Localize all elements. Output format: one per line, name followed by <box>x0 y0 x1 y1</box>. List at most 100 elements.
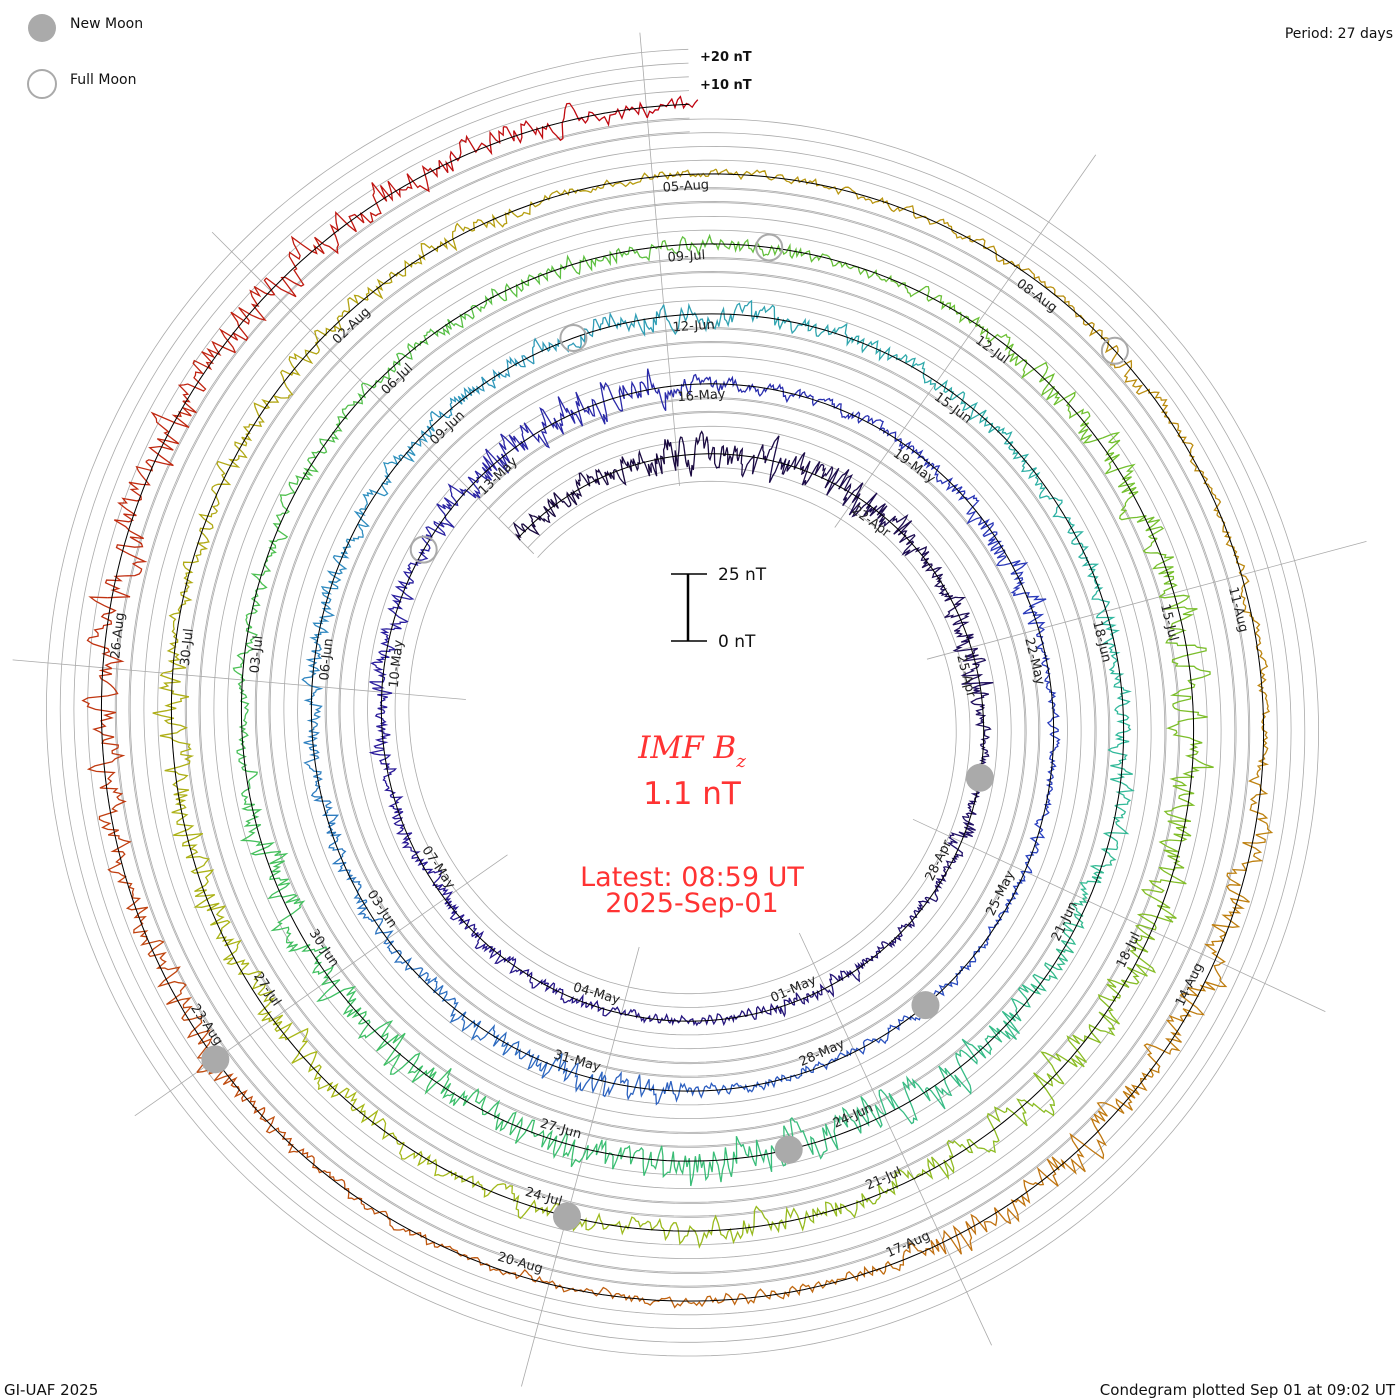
data-segment <box>1033 791 1052 833</box>
date-label: 31-May <box>552 1047 603 1075</box>
grid-ring <box>59 62 1306 1343</box>
data-segment <box>383 439 422 472</box>
date-label: 28-Apr <box>923 837 956 883</box>
data-segment <box>1110 756 1135 807</box>
new-moon-marker <box>552 1202 581 1231</box>
data-segment <box>925 461 963 493</box>
data-segment <box>467 448 498 499</box>
data-segment <box>419 403 453 443</box>
data-segment <box>1024 831 1046 874</box>
date-label: 27-Jun <box>538 1116 583 1142</box>
data-segment <box>362 352 413 389</box>
data-segment <box>249 840 290 887</box>
data-segment <box>707 443 739 469</box>
data-segment <box>942 836 964 871</box>
date-label: 16-May <box>677 387 726 405</box>
data-segment <box>1053 391 1103 444</box>
data-segment <box>785 388 828 407</box>
data-segment <box>586 468 621 486</box>
data-segment <box>418 967 452 1002</box>
grid-spoke <box>521 946 640 1387</box>
data-segment <box>1005 870 1026 910</box>
grid-spoke <box>798 932 992 1346</box>
data-segment <box>1136 876 1187 931</box>
data-segment <box>748 382 787 400</box>
data-segment <box>444 894 471 930</box>
data-segment <box>686 1136 738 1187</box>
date-label: 14-Aug <box>1173 961 1207 1009</box>
date-label: 30-Jul <box>178 628 197 667</box>
data-segment <box>1044 668 1057 711</box>
data-segment <box>301 640 323 687</box>
data-segment <box>878 513 913 543</box>
data-segment <box>361 1203 422 1238</box>
full-moon-marker <box>755 233 784 262</box>
data-segment <box>326 817 347 865</box>
data-segment <box>374 692 393 730</box>
date-label: 08-Aug <box>1013 276 1059 315</box>
data-segment <box>625 1216 686 1246</box>
data-segment <box>471 207 531 232</box>
data-segment <box>1109 348 1161 399</box>
data-segment <box>369 653 393 694</box>
data-segment <box>218 285 275 353</box>
data-segment <box>876 274 930 299</box>
data-segment <box>926 294 980 327</box>
data-segment <box>652 168 717 181</box>
data-segment <box>368 728 392 767</box>
data-segment <box>709 375 750 395</box>
data-segment <box>883 1238 947 1275</box>
data-segment <box>620 1008 658 1024</box>
data-segment <box>104 530 148 599</box>
data-segment <box>1247 768 1274 836</box>
data-segment <box>841 186 904 213</box>
data-segment <box>878 1075 931 1125</box>
data-segment <box>171 794 204 859</box>
data-segment <box>239 785 263 842</box>
data-segment <box>955 486 982 526</box>
data-segment <box>1159 594 1198 648</box>
latest-time: Latest: 08:59 UT <box>580 862 804 893</box>
data-segment <box>646 95 699 119</box>
data-segment <box>552 987 587 1009</box>
data-segment <box>682 1292 752 1308</box>
data-segment <box>576 311 619 349</box>
data-segment <box>824 467 864 507</box>
data-segment <box>815 1265 885 1290</box>
data-segment <box>759 304 807 335</box>
data-segment <box>320 552 350 596</box>
data-segment <box>316 979 367 1025</box>
data-segment <box>314 294 369 337</box>
data-segment <box>731 1079 776 1094</box>
data-segment <box>566 472 591 508</box>
data-segment <box>562 1060 606 1094</box>
data-segment <box>904 897 931 929</box>
data-segment <box>352 1103 405 1146</box>
grid-spoke <box>211 231 535 555</box>
data-segment <box>814 1048 854 1071</box>
data-segment <box>181 997 213 1073</box>
data-segment <box>825 970 861 998</box>
data-segment <box>960 1025 1018 1065</box>
grid-ring <box>128 131 1237 1275</box>
data-segment <box>590 172 653 193</box>
data-segment <box>956 647 987 682</box>
data-segment <box>1046 1113 1107 1175</box>
data-segment <box>1018 264 1070 306</box>
data-segment <box>921 561 946 591</box>
full-moon-marker <box>1100 336 1129 365</box>
data-segment <box>768 435 806 483</box>
grid-spokes <box>12 32 1367 1387</box>
data-segment <box>725 1005 761 1024</box>
date-label: 20-Aug <box>496 1250 545 1277</box>
data-segment <box>311 1155 363 1204</box>
new-moon-marker <box>911 991 940 1020</box>
data-segment <box>1107 707 1132 758</box>
data-segment <box>1166 705 1208 765</box>
data-segment <box>1008 441 1041 486</box>
data-segment <box>691 1013 727 1027</box>
baseline-spiral <box>100 103 1265 1302</box>
data-segment <box>236 732 259 787</box>
data-segment <box>241 394 290 442</box>
